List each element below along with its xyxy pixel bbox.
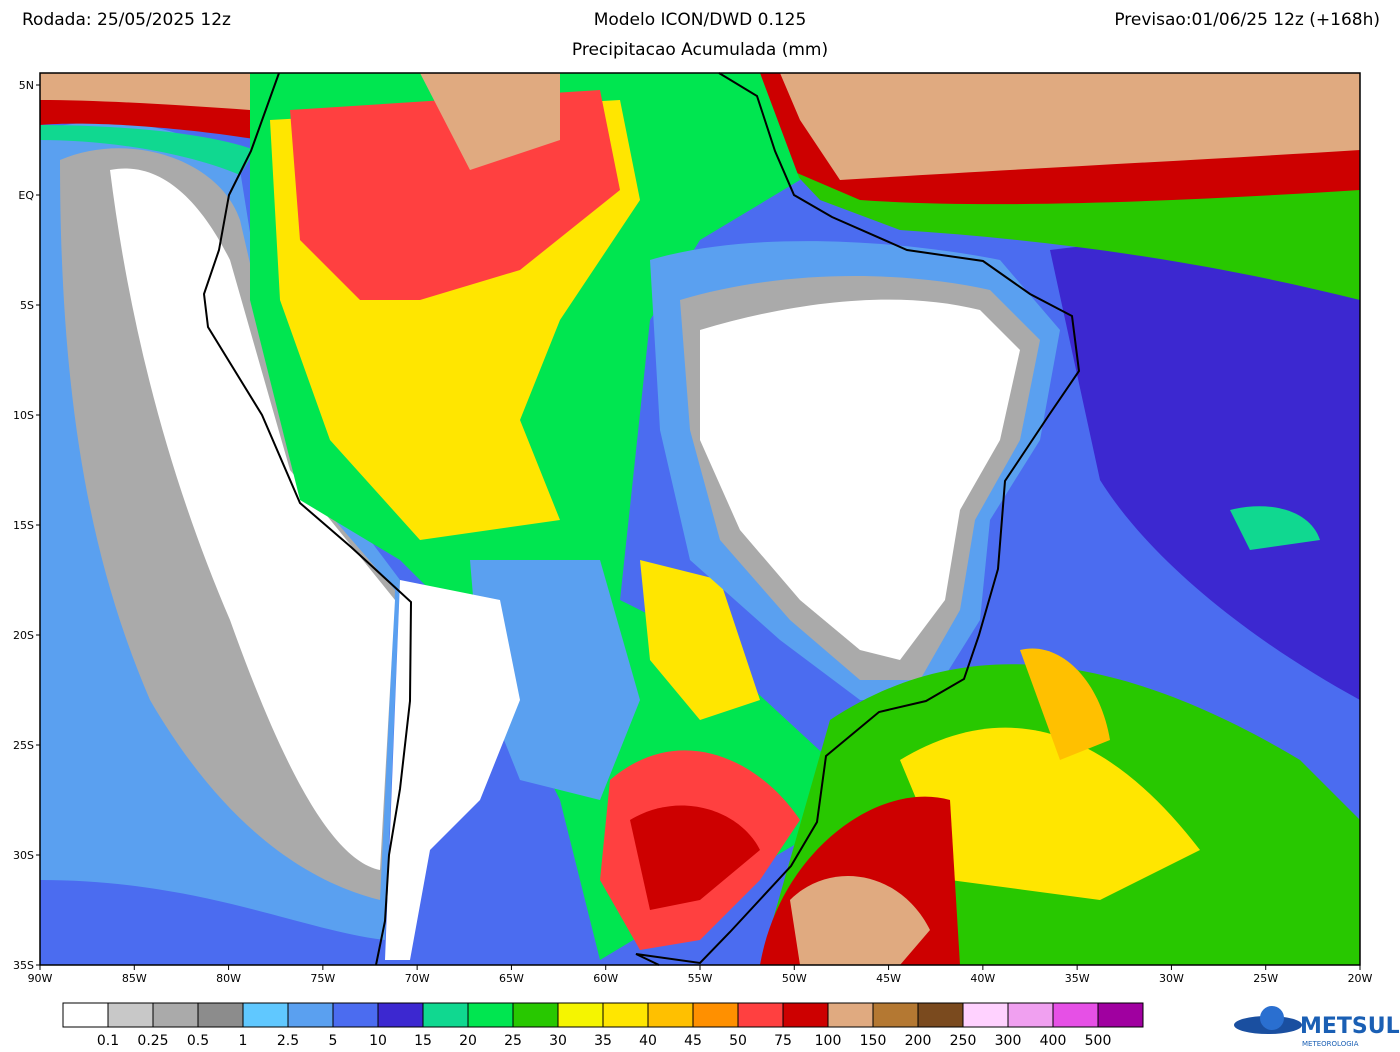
legend-swatch xyxy=(602,1002,649,1028)
legend-swatch xyxy=(107,1002,154,1028)
legend-swatch xyxy=(1007,1002,1054,1028)
product-label: Precipitacao Acumulada (mm) xyxy=(572,40,828,60)
legend-swatch xyxy=(287,1002,334,1028)
lon-label: 55W xyxy=(688,972,713,985)
lon-label: 25W xyxy=(1253,972,1278,985)
legend-label: 10 xyxy=(369,1033,387,1049)
legend-label: 1 xyxy=(239,1033,248,1049)
lat-label: 35S xyxy=(13,959,34,972)
legend-swatch xyxy=(692,1002,739,1028)
lon-label: 85W xyxy=(122,972,147,985)
legend-label: 30 xyxy=(549,1033,567,1049)
legend-label: 25 xyxy=(504,1033,522,1049)
legend-swatch xyxy=(467,1002,514,1028)
legend-swatch xyxy=(152,1002,199,1028)
legend-label: 35 xyxy=(594,1033,612,1049)
legend-swatch xyxy=(62,1002,109,1028)
legend-label: 2.5 xyxy=(277,1033,299,1049)
lat-label: 5N xyxy=(19,79,34,92)
legend-swatch xyxy=(242,1002,289,1028)
model-label: Modelo ICON/DWD 0.125 xyxy=(594,10,807,30)
legend-label: 45 xyxy=(684,1033,702,1049)
legend-label: 100 xyxy=(815,1033,842,1049)
lon-label: 20W xyxy=(1348,972,1373,985)
legend-label: 20 xyxy=(459,1033,477,1049)
lat-label: 10S xyxy=(13,409,34,422)
lon-label: 70W xyxy=(405,972,430,985)
legend-label: 0.1 xyxy=(97,1033,119,1049)
legend-label: 500 xyxy=(1085,1033,1112,1049)
legend-label: 15 xyxy=(414,1033,432,1049)
lon-label: 40W xyxy=(970,972,995,985)
logo: METSUL METEOROLOGIA xyxy=(1234,1006,1400,1048)
lat-label: 25S xyxy=(13,739,34,752)
legend-label: 150 xyxy=(860,1033,887,1049)
legend-swatch xyxy=(917,1002,964,1028)
legend-swatch xyxy=(872,1002,919,1028)
legend-swatch xyxy=(422,1002,469,1028)
lon-label: 90W xyxy=(28,972,53,985)
lon-label: 45W xyxy=(876,972,901,985)
legend-swatch xyxy=(737,1002,784,1028)
legend-swatch xyxy=(1052,1002,1099,1028)
lat-label: 20S xyxy=(13,629,34,642)
coastline xyxy=(202,72,1081,966)
legend-swatch xyxy=(647,1002,694,1028)
legend-swatch xyxy=(512,1002,559,1028)
lon-label: 60W xyxy=(593,972,618,985)
logo-tagline: METEOROLOGIA xyxy=(1302,1040,1359,1048)
lon-label: 75W xyxy=(310,972,335,985)
lat-label: 15S xyxy=(13,519,34,532)
legend-swatch xyxy=(1097,1002,1144,1028)
lat-label: 30S xyxy=(13,849,34,862)
legend-swatch xyxy=(197,1002,244,1028)
legend-swatch xyxy=(962,1002,1009,1028)
legend-label: 0.25 xyxy=(137,1033,168,1049)
lon-label: 30W xyxy=(1159,972,1184,985)
legend-swatch xyxy=(332,1002,379,1028)
legend-label: 50 xyxy=(729,1033,747,1049)
legend-swatch xyxy=(827,1002,874,1028)
legend-label: 5 xyxy=(329,1033,338,1049)
run-label: Rodada: 25/05/2025 12z xyxy=(22,10,231,30)
lon-label: 35W xyxy=(1065,972,1090,985)
legend-swatch xyxy=(557,1002,604,1028)
legend-swatch xyxy=(782,1002,829,1028)
legend-label: 75 xyxy=(774,1033,792,1049)
lon-label: 50W xyxy=(782,972,807,985)
legend-label: 300 xyxy=(995,1033,1022,1049)
legend-label: 0.5 xyxy=(187,1033,209,1049)
legend-label: 200 xyxy=(905,1033,932,1049)
lat-label: EQ xyxy=(18,189,34,202)
lon-label: 80W xyxy=(216,972,241,985)
lat-label: 5S xyxy=(20,299,34,312)
forecast-label: Previsao:01/06/25 12z (+168h) xyxy=(1114,10,1380,30)
precip-field xyxy=(40,73,1360,965)
legend-swatch xyxy=(377,1002,424,1028)
legend-label: 400 xyxy=(1040,1033,1067,1049)
logo-name: METSUL xyxy=(1300,1014,1400,1039)
lon-label: 65W xyxy=(499,972,524,985)
legend-label: 250 xyxy=(950,1033,977,1049)
legend-label: 40 xyxy=(639,1033,657,1049)
